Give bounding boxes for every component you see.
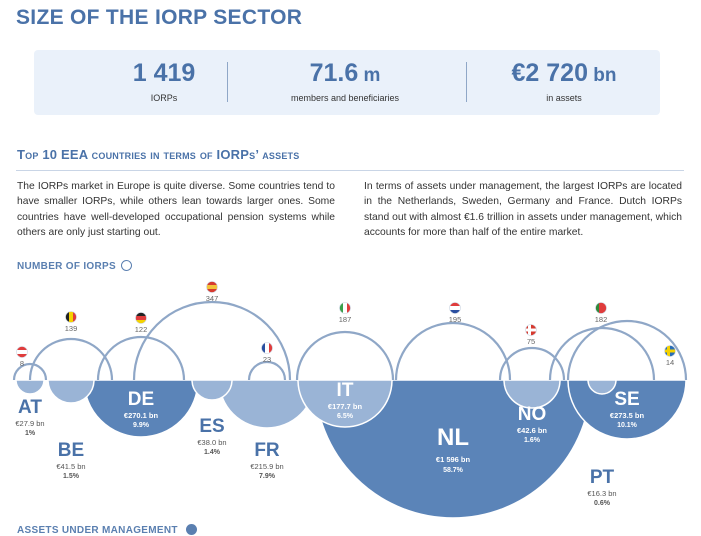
assets-semicircle-pt	[587, 379, 617, 395]
stat-assets: €2 720 bn in assets	[464, 50, 664, 103]
iorps-arc-es	[132, 300, 292, 381]
stats-panel: 1 419 IORPs 71.6 m members and beneficia…	[34, 50, 660, 115]
country-code-be: BE	[58, 440, 84, 461]
iorps-count-be: 139	[65, 324, 78, 333]
flag-sweden-icon	[664, 345, 676, 357]
stat-label: IORPs	[150, 93, 178, 103]
assets-share-no: 1.6%	[524, 437, 541, 444]
stat-value: 71.6	[309, 59, 359, 87]
intro-paragraph-left: The IORPs market in Europe is quite dive…	[17, 181, 335, 238]
flag-belgium-icon	[65, 311, 77, 323]
assets-share-it: 6.5%	[337, 413, 354, 420]
country-code-pt: PT	[590, 467, 615, 488]
iorps-arc-de	[96, 335, 186, 381]
stat-divider	[466, 62, 467, 102]
iorps-arc-it	[295, 330, 395, 381]
country-code-no: NO	[518, 404, 547, 425]
assets-value-pt: €16.3 bn	[587, 489, 616, 498]
assets-semicircle-es	[191, 379, 233, 401]
assets-value-es: €38.0 bn	[197, 438, 226, 447]
stat-label: members and beneficiaries	[290, 93, 400, 103]
flag-spain-icon	[206, 281, 218, 293]
flag-france-icon	[261, 342, 273, 354]
assets-semicircle-no	[503, 379, 561, 409]
flag-portugal-icon	[595, 302, 607, 314]
iorps-count-es: 347	[206, 294, 219, 303]
country-code-de: DE	[128, 389, 154, 410]
assets-share-nl: 58.7%	[443, 467, 464, 474]
legend-iorps: NUMBER OF IORPS	[17, 260, 132, 272]
assets-semicircle-nl	[314, 379, 592, 519]
stat-label: in assets	[546, 93, 582, 103]
assets-semicircle-se	[567, 379, 687, 440]
ring-icon	[120, 260, 132, 271]
iorps-arc-se	[566, 319, 688, 381]
assets-share-de: 9.9%	[133, 422, 150, 429]
iorps-count-at: 8	[20, 359, 24, 368]
flag-germany-icon	[135, 312, 147, 324]
intro-paragraph-right: In terms of assets under management, the…	[364, 181, 682, 238]
assets-value-se: €273.5 bn	[610, 411, 645, 420]
iorps-arc-pt	[548, 326, 656, 381]
assets-semicircle-be	[47, 379, 95, 404]
iorps-count-pt: 182	[595, 315, 608, 324]
iorps-count-it: 187	[339, 315, 352, 324]
assets-share-pt: 0.6%	[594, 500, 611, 507]
assets-share-es: 1.4%	[204, 449, 221, 456]
iorps-arc-at	[12, 362, 48, 381]
legend-iorps-label: NUMBER OF IORPS	[17, 261, 116, 272]
assets-share-be: 1.5%	[63, 473, 80, 480]
iorps-count-fr: 23	[263, 355, 271, 364]
stat-iorps: 1 419 IORPs	[64, 50, 264, 103]
iorps-arc-fr	[247, 360, 287, 381]
stat-members: 71.6 m members and beneficiaries	[245, 50, 445, 103]
country-code-es: ES	[199, 416, 224, 437]
iorps-count-nl: 195	[449, 315, 462, 324]
flag-italy-icon	[339, 302, 351, 314]
iorps-arc-be	[28, 337, 114, 381]
legend-assets-label: ASSETS UNDER MANAGEMENT	[17, 525, 178, 536]
stat-unit: m	[358, 65, 381, 86]
flag-austria-icon	[16, 346, 28, 358]
country-code-fr: FR	[254, 440, 280, 461]
assets-semicircle-de	[83, 379, 199, 438]
dot-icon	[185, 524, 197, 535]
iorps-count-de: 122	[135, 325, 148, 334]
stat-value: 1 419	[132, 59, 196, 87]
assets-value-fr: €215.9 bn	[250, 462, 283, 471]
assets-share-fr: 7.9%	[259, 473, 276, 480]
page-title: SIZE OF THE IORP SECTOR	[16, 6, 303, 29]
flag-netherlands-icon	[449, 302, 461, 314]
country-code-it: IT	[337, 380, 354, 401]
stat-divider	[227, 62, 228, 102]
legend-assets: ASSETS UNDER MANAGEMENT	[17, 524, 197, 536]
section-divider	[16, 170, 684, 171]
flag-norway-icon	[525, 324, 537, 336]
assets-value-nl: €1 596 bn	[436, 455, 471, 464]
assets-value-it: €177.7 bn	[328, 402, 363, 411]
iorps-arc-no	[498, 346, 566, 381]
iorps-count-no: 75	[527, 337, 535, 346]
assets-value-at: €27.9 bn	[15, 419, 44, 428]
assets-value-de: €270.1 bn	[124, 411, 159, 420]
stat-value: €2 720	[511, 59, 588, 87]
assets-semicircle-at	[15, 379, 45, 395]
stat-unit: bn	[587, 65, 617, 86]
iorps-count-se: 14	[666, 358, 674, 367]
country-code-nl: NL	[437, 424, 469, 451]
assets-semicircle-it	[297, 379, 393, 428]
section-title: Top 10 EEA countries in terms of IORPs’ …	[17, 147, 300, 162]
assets-value-be: €41.5 bn	[56, 462, 85, 471]
assets-share-at: 1%	[25, 430, 36, 437]
country-code-at: AT	[18, 397, 42, 418]
assets-share-se: 10.1%	[617, 422, 638, 429]
iorps-arc-nl	[394, 321, 512, 381]
assets-value-no: €42.6 bn	[517, 426, 547, 435]
country-code-se: SE	[614, 389, 639, 410]
